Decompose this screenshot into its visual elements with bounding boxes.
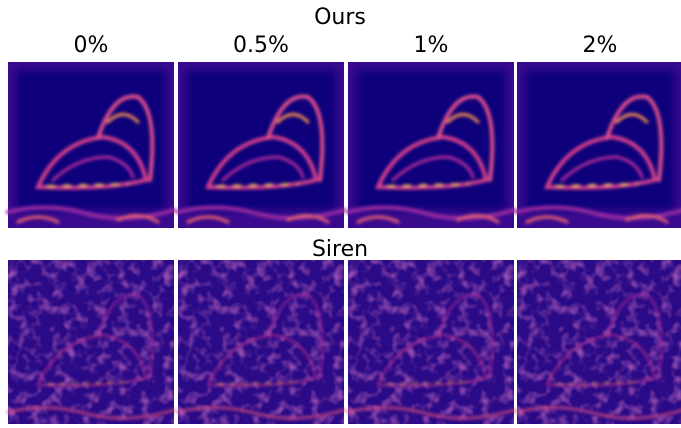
heatmap-image	[8, 62, 174, 228]
row-title: Siren	[312, 237, 368, 262]
heatmap-image	[8, 260, 174, 424]
column-label: 2%	[583, 33, 618, 58]
heatmap-image	[517, 62, 681, 228]
heatmap-image	[348, 62, 514, 228]
heatmap-image	[178, 260, 344, 424]
page: Ours 0% 0.5% 1% 2% Siren (() => { const …	[0, 0, 681, 424]
column-label: 0%	[74, 33, 109, 58]
heatmap-image	[517, 260, 681, 424]
heatmap-image	[178, 62, 344, 228]
column-label: 0.5%	[233, 33, 289, 58]
heatmap-image	[348, 260, 514, 424]
column-label: 1%	[414, 33, 449, 58]
figure: Ours 0% 0.5% 1% 2% Siren	[0, 0, 681, 424]
row-title: Ours	[314, 5, 366, 30]
